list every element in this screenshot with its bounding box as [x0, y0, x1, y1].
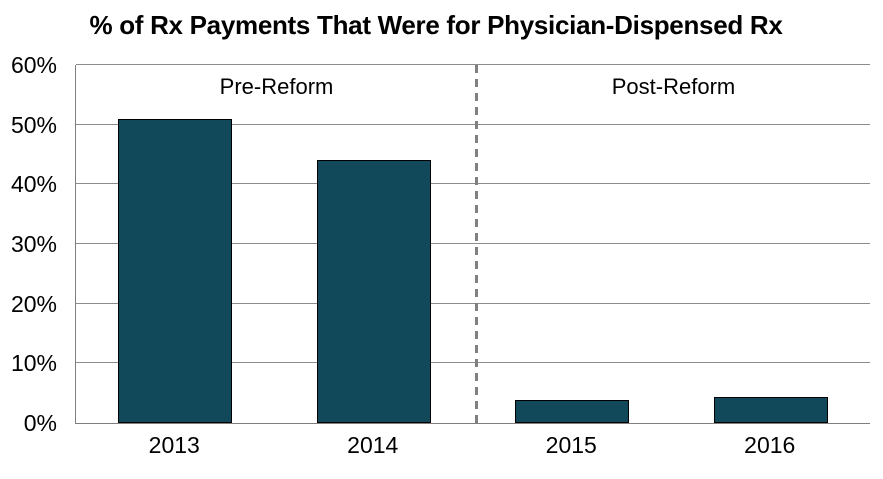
bar-2013	[118, 118, 233, 423]
bar-2015	[515, 400, 630, 423]
x-axis: 2013 2014 2015 2016	[75, 432, 869, 462]
gridline-60%	[76, 64, 870, 65]
y-tick-label-60pct: 60%	[10, 52, 57, 78]
y-tick-label-0pct: 0%	[23, 410, 57, 436]
y-tick-label-20pct: 20%	[10, 290, 57, 317]
bar-2014	[316, 160, 431, 423]
gridline-50%	[76, 123, 870, 125]
gridline-10%	[76, 362, 870, 364]
gridline-30%	[76, 243, 870, 244]
pre-reform-label: Pre-Reform	[219, 74, 334, 99]
bar-2016	[713, 396, 828, 423]
x-tick-label-2015: 2015	[545, 432, 597, 458]
y-tick-label-40pct: 40%	[10, 171, 57, 198]
chart-title: % of Rx Payments That Were for Physician…	[89, 10, 783, 40]
y-axis: 0% 10% 20% 30% 40% 50% 60%	[0, 52, 57, 436]
gridline-20%	[76, 302, 870, 304]
plot-area: Pre-Reform Post-Reform	[75, 64, 870, 424]
x-tick-label-2013: 2013	[148, 432, 200, 458]
x-tick-label-2014: 2014	[347, 432, 399, 458]
y-tick-label-30pct: 30%	[10, 231, 57, 257]
post-reform-label: Post-Reform	[611, 74, 736, 99]
gridline-40%	[76, 183, 870, 185]
x-tick-label-2016: 2016	[744, 432, 796, 458]
y-tick-label-10pct: 10%	[10, 350, 57, 377]
reform-separator-dashed-line	[475, 65, 478, 423]
y-tick-label-50pct: 50%	[10, 111, 57, 138]
